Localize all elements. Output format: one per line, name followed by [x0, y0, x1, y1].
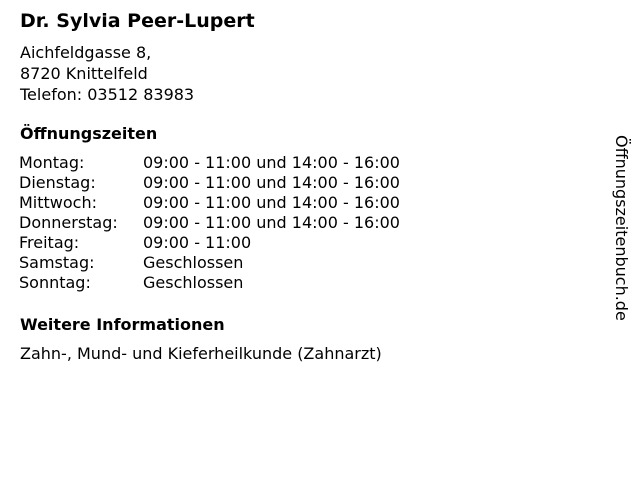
- hours-time: 09:00 - 11:00: [143, 233, 252, 252]
- hours-row: Mittwoch: 09:00 - 11:00 und 14:00 - 16:00: [19, 193, 400, 213]
- hours-time: 09:00 - 11:00 und 14:00 - 16:00: [143, 193, 400, 212]
- hours-time: 09:00 - 11:00 und 14:00 - 16:00: [143, 173, 400, 192]
- hours-day: Sonntag:: [19, 273, 91, 292]
- hours-time: Geschlossen: [143, 253, 244, 272]
- hours-day: Samstag:: [19, 253, 95, 272]
- hours-row: Freitag: 09:00 - 11:00: [19, 233, 400, 253]
- hours-heading: Öffnungszeiten: [20, 124, 158, 143]
- hours-row: Dienstag: 09:00 - 11:00 und 14:00 - 16:00: [19, 173, 400, 193]
- hours-time: Geschlossen: [143, 273, 244, 292]
- hours-day: Montag:: [19, 153, 85, 172]
- address-block: Aichfeldgasse 8, 8720 Knittelfeld Telefo…: [20, 42, 194, 105]
- hours-row: Donnerstag: 09:00 - 11:00 und 14:00 - 16:…: [19, 213, 400, 233]
- opening-hours-table: Montag: 09:00 - 11:00 und 14:00 - 16:00 Di…: [19, 153, 400, 293]
- hours-row: Montag: 09:00 - 11:00 und 14:00 - 16:00: [19, 153, 400, 173]
- hours-time: 09:00 - 11:00 und 14:00 - 16:00: [143, 213, 400, 232]
- address-city: 8720 Knittelfeld: [20, 64, 148, 83]
- page-title: Dr. Sylvia Peer-Lupert: [20, 10, 255, 32]
- address-street: Aichfeldgasse 8,: [20, 43, 152, 62]
- hours-day: Freitag:: [19, 233, 80, 252]
- hours-row: Samstag: Geschlossen: [19, 253, 400, 273]
- hours-row: Sonntag: Geschlossen: [19, 273, 400, 293]
- hours-day: Donnerstag:: [19, 213, 118, 232]
- address-phone: Telefon: 03512 83983: [20, 85, 195, 104]
- site-watermark: Öffnungszeitenbuch.de: [612, 135, 631, 321]
- hours-day: Mittwoch:: [19, 193, 97, 212]
- info-heading: Weitere Informationen: [20, 315, 225, 334]
- info-text: Zahn-, Mund- und Kieferheilkunde (Zahnar…: [20, 344, 382, 363]
- hours-time: 09:00 - 11:00 und 14:00 - 16:00: [143, 153, 400, 172]
- hours-day: Dienstag:: [19, 173, 96, 192]
